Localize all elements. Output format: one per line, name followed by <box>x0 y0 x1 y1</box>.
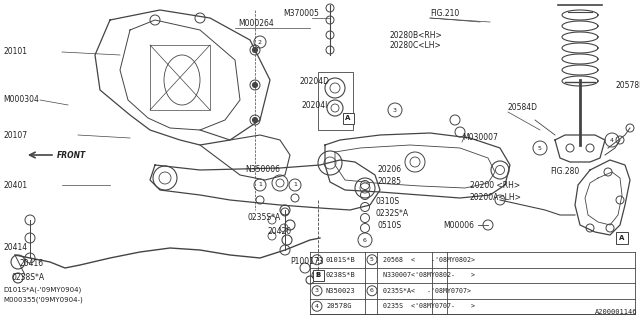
Text: 20401: 20401 <box>3 180 27 189</box>
Text: 0235S*A<   -'08MY0707>: 0235S*A< -'08MY0707> <box>383 288 471 294</box>
Bar <box>318 72 353 130</box>
Text: 20584D: 20584D <box>508 103 538 113</box>
Text: 20280B<RH>: 20280B<RH> <box>390 30 443 39</box>
Bar <box>616 232 628 244</box>
Circle shape <box>253 117 257 123</box>
Text: M030007: M030007 <box>462 133 498 142</box>
Text: FIG.210: FIG.210 <box>430 10 460 19</box>
Text: 20204D: 20204D <box>300 77 330 86</box>
Bar <box>312 269 323 281</box>
Circle shape <box>253 47 257 52</box>
Text: 2: 2 <box>258 39 262 44</box>
Text: 20200A<LH>: 20200A<LH> <box>470 193 522 202</box>
Text: 20204I: 20204I <box>302 100 328 109</box>
Text: 1: 1 <box>315 257 319 262</box>
Text: 20200 <RH>: 20200 <RH> <box>470 180 520 189</box>
Text: 0101S*B: 0101S*B <box>326 257 356 263</box>
Text: N350023: N350023 <box>326 288 356 294</box>
Text: A: A <box>620 235 625 241</box>
Text: 20416: 20416 <box>20 259 44 268</box>
Text: 1: 1 <box>258 182 262 188</box>
Text: M000355('09MY0904-): M000355('09MY0904-) <box>3 297 83 303</box>
Text: 20285: 20285 <box>378 178 402 187</box>
Text: 1: 1 <box>293 182 297 188</box>
Text: N330007<'08MY0802-    >: N330007<'08MY0802- > <box>383 272 475 278</box>
Text: 20107: 20107 <box>3 131 27 140</box>
Text: 5: 5 <box>538 146 542 150</box>
Text: N350006: N350006 <box>245 165 280 174</box>
Text: 0238S*A: 0238S*A <box>12 274 45 283</box>
Text: 2: 2 <box>315 273 319 278</box>
Text: M000264: M000264 <box>238 20 274 28</box>
Text: A200001146: A200001146 <box>595 309 637 315</box>
Text: 5: 5 <box>370 257 374 262</box>
Text: 20578F: 20578F <box>615 81 640 90</box>
Text: 3: 3 <box>315 288 319 293</box>
Text: 20280C<LH>: 20280C<LH> <box>390 42 442 51</box>
Text: 0238S*B: 0238S*B <box>326 272 356 278</box>
Text: 20206: 20206 <box>378 165 402 174</box>
Text: M370005: M370005 <box>283 10 319 19</box>
Text: 6: 6 <box>370 288 374 293</box>
Text: 4: 4 <box>315 304 319 309</box>
Text: 4: 4 <box>610 138 614 142</box>
Circle shape <box>253 83 257 87</box>
Text: 0310S: 0310S <box>375 197 399 206</box>
Bar <box>342 113 353 124</box>
Text: B: B <box>316 272 321 278</box>
Text: 0235S*A: 0235S*A <box>248 213 281 222</box>
Text: D101S*A(-'09MY0904): D101S*A(-'09MY0904) <box>3 287 81 293</box>
Text: M000304: M000304 <box>3 95 39 105</box>
Text: FRONT: FRONT <box>57 150 86 159</box>
Text: 6: 6 <box>363 237 367 243</box>
Text: 20414: 20414 <box>3 243 27 252</box>
Text: 3: 3 <box>393 108 397 113</box>
Text: 0235S  <'08MY0707-    >: 0235S <'08MY0707- > <box>383 303 475 309</box>
Text: A: A <box>346 115 351 121</box>
Text: P100173: P100173 <box>290 258 324 267</box>
Text: 20101: 20101 <box>3 47 27 57</box>
Text: 20578G: 20578G <box>326 303 351 309</box>
Text: M00006: M00006 <box>443 220 474 229</box>
Text: 20420: 20420 <box>268 228 292 236</box>
Text: 0510S: 0510S <box>378 221 402 230</box>
Text: 0232S*A: 0232S*A <box>375 210 408 219</box>
Text: FIG.280: FIG.280 <box>550 167 579 177</box>
Text: 20568  <    -'08MY0802>: 20568 < -'08MY0802> <box>383 257 475 263</box>
